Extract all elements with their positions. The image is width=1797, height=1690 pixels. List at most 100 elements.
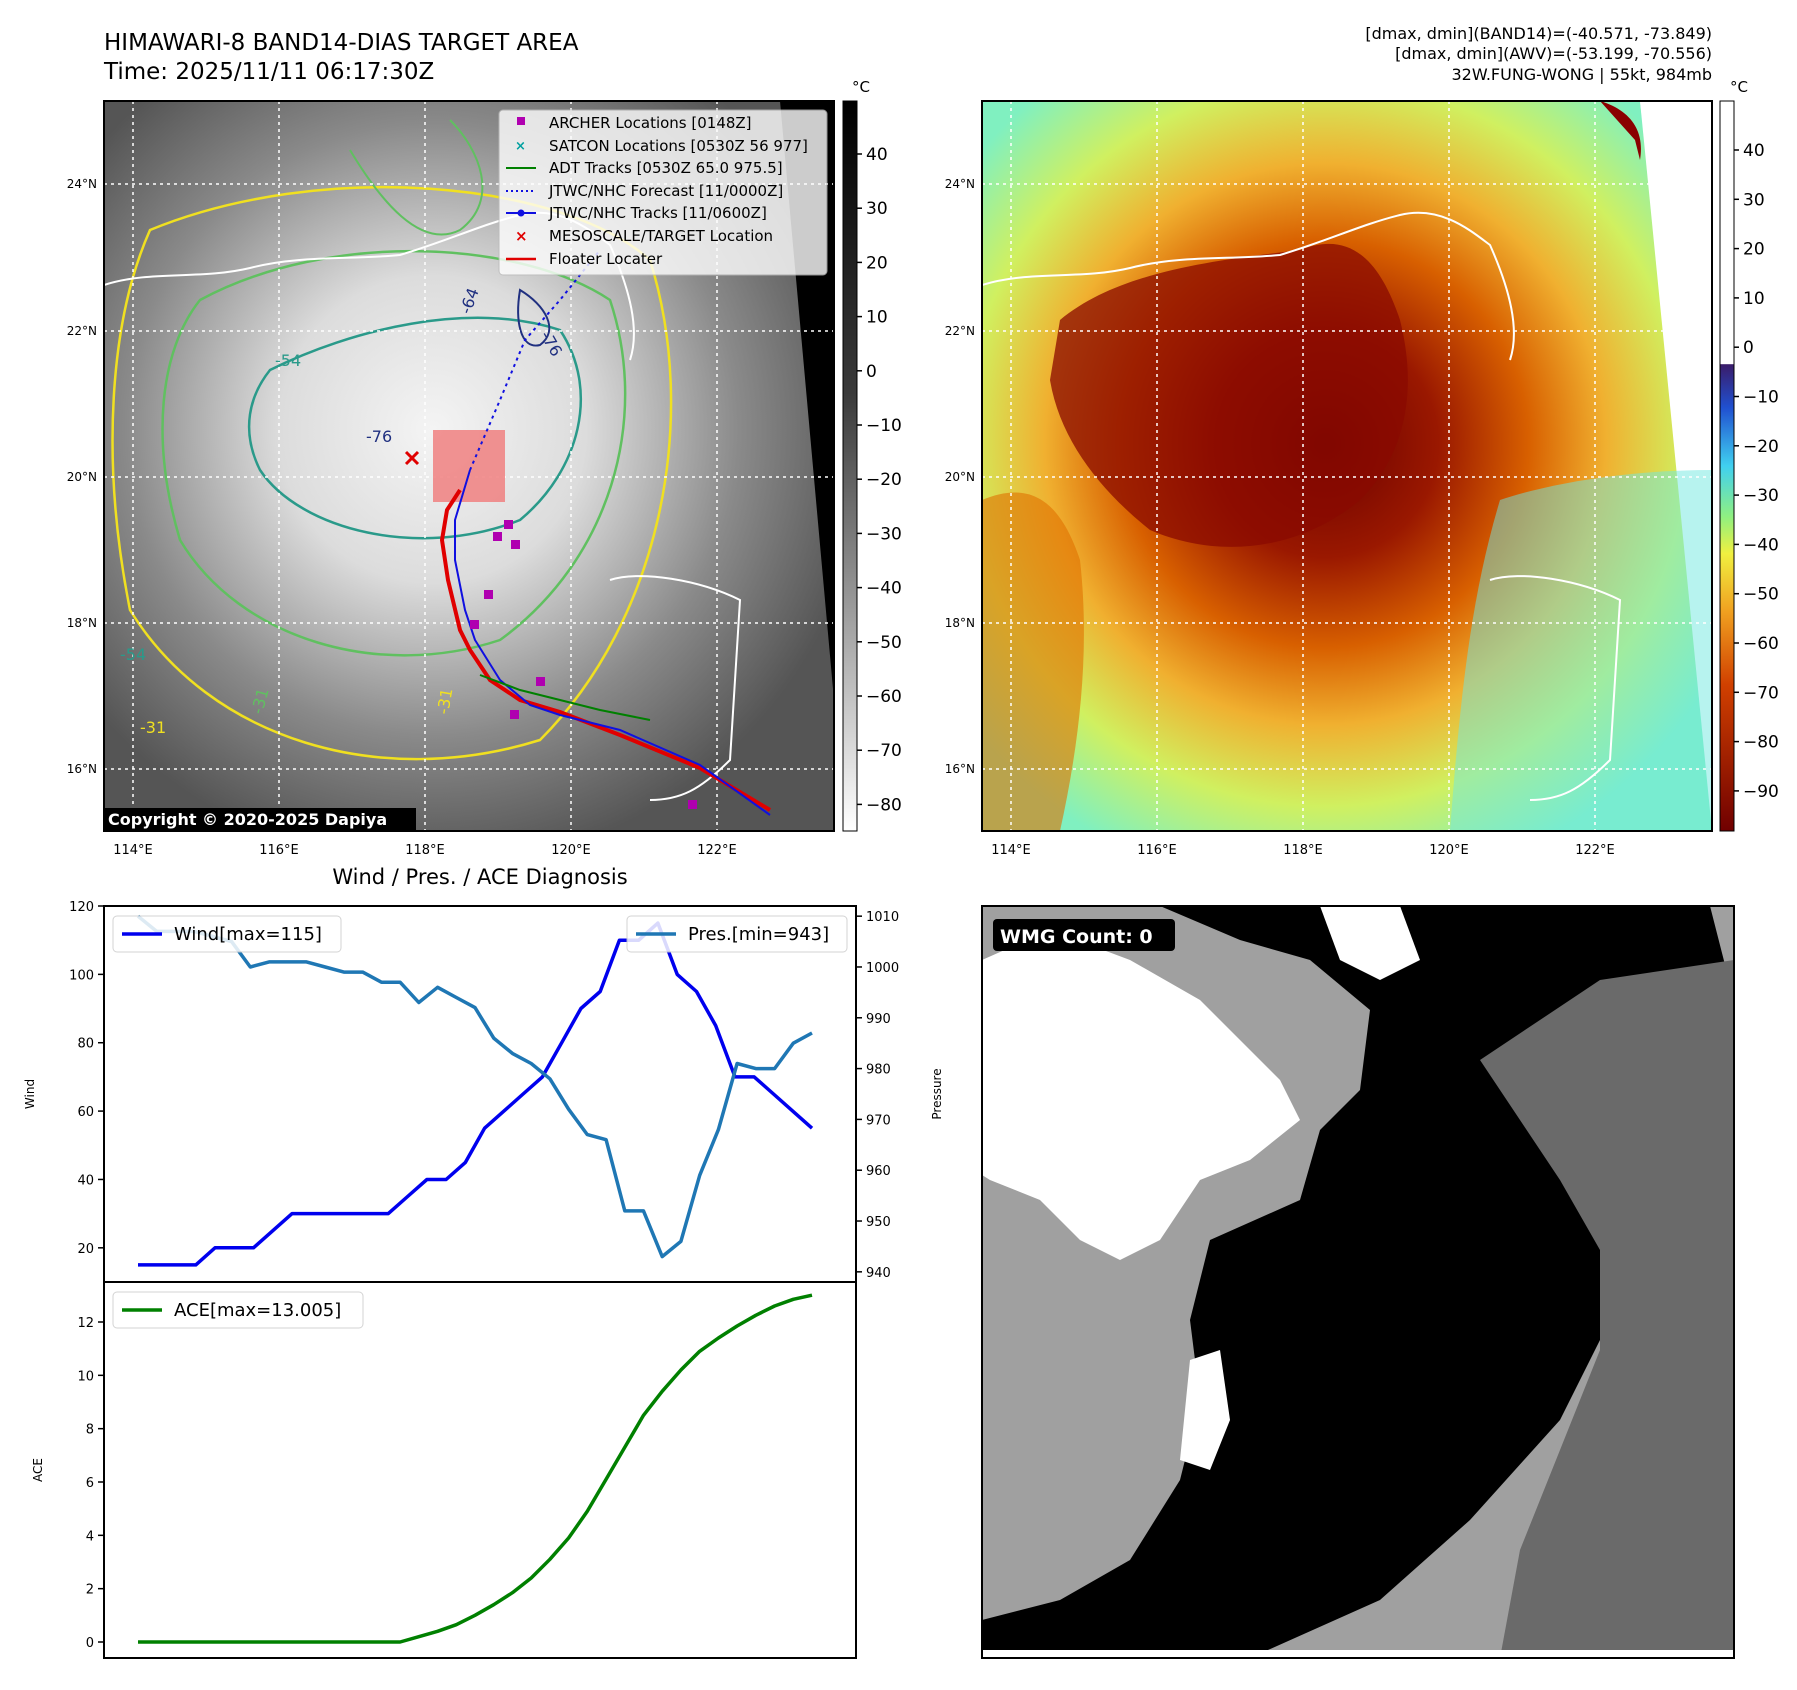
wind-axis-label: Wind bbox=[23, 1079, 37, 1109]
pressure-tick-label: 1010 bbox=[866, 910, 899, 925]
contour-label: -54 bbox=[120, 645, 146, 664]
wind-series-line bbox=[138, 921, 814, 1267]
wind-tick-label: 20 bbox=[77, 1242, 94, 1257]
colorbar-tick-label: −30 bbox=[1743, 486, 1779, 506]
colorbar-tick-label: 0 bbox=[1743, 338, 1754, 358]
lat-tick: 18°N bbox=[67, 616, 97, 630]
legend-target-marker: × bbox=[515, 227, 528, 245]
lat-tick: 24°N bbox=[67, 177, 97, 191]
colorbar-tick-label: 20 bbox=[866, 253, 888, 273]
colorbar-tick-label: 30 bbox=[866, 199, 888, 219]
lat-tick: 22°N bbox=[945, 324, 975, 338]
ace-series-line bbox=[138, 1293, 813, 1644]
colorbar-tick-label: −60 bbox=[866, 687, 902, 707]
lat-tick: 22°N bbox=[67, 324, 97, 338]
colorbar-tick-label: −80 bbox=[1743, 733, 1779, 753]
colorbar-tick-label: 40 bbox=[866, 145, 888, 165]
colorbar-tick-label: −20 bbox=[866, 470, 902, 490]
pressure-tick-label: 950 bbox=[866, 1215, 891, 1230]
wind-tick-label: 80 bbox=[77, 1037, 94, 1052]
lon-tick: 120°E bbox=[551, 843, 591, 858]
lat-tick: 20°N bbox=[67, 470, 97, 484]
wind-tick-label: 40 bbox=[77, 1173, 94, 1188]
pressure-legend: Pres.[min=943] bbox=[688, 924, 829, 945]
lat-tick: 20°N bbox=[945, 470, 975, 484]
colorbar-tick-label: 30 bbox=[1743, 190, 1765, 210]
lat-tick: 16°N bbox=[67, 762, 97, 776]
colorbar-tick-label: −60 bbox=[1743, 634, 1779, 654]
legend-tracks: JTWC/NHC Tracks [11/0600Z] bbox=[548, 204, 767, 222]
colorbar-unit: °C bbox=[1730, 78, 1748, 96]
wind-tick-label: 60 bbox=[77, 1105, 94, 1120]
stats-awv: [dmax, dmin](AWV)=(-53.199, -70.556) bbox=[1395, 44, 1712, 63]
awv-colorbar: °C 40 30 20 10 0 −10 −20 −30 −40 −50 −60 −70 −80 −90 bbox=[1719, 78, 1779, 832]
colorbar-tick-label: −50 bbox=[1743, 585, 1779, 605]
floater-box bbox=[433, 430, 505, 502]
ace-tick-label: 10 bbox=[77, 1369, 94, 1384]
contour-label: -31 bbox=[140, 718, 166, 737]
legend-archer-marker bbox=[517, 117, 525, 125]
lat-tick: 16°N bbox=[945, 762, 975, 776]
band14-colorbar: °C 40 30 20 10 0 −10 −20 −30 −40 −50 −60 −70 −80 bbox=[842, 78, 902, 832]
legend-archer: ARCHER Locations [0148Z] bbox=[549, 114, 752, 132]
ace-tick-label: 4 bbox=[86, 1529, 94, 1544]
awv-map-panel: 24°N 22°N 20°N 18°N 16°N 114°E 116°E 118… bbox=[945, 100, 1713, 858]
colorbar-tick-label: −50 bbox=[866, 633, 902, 653]
legend-adt: ADT Tracks [0530Z 65.0 975.5] bbox=[549, 159, 783, 177]
lon-tick: 118°E bbox=[1283, 843, 1323, 858]
colorbar-tick-label: −10 bbox=[1743, 388, 1779, 408]
pressure-tick-label: 940 bbox=[866, 1266, 891, 1281]
wmg-panel: WMG Count: 0 bbox=[981, 905, 1735, 1659]
legend-forecast: JTWC/NHC Forecast [11/0000Z] bbox=[548, 182, 783, 200]
colorbar-tick-label: −20 bbox=[1743, 437, 1779, 457]
ace-legend: ACE[max=13.005] bbox=[174, 1300, 341, 1321]
contour-label: -54 bbox=[275, 351, 301, 370]
colorbar-unit: °C bbox=[852, 78, 870, 96]
legend-target: MESOSCALE/TARGET Location bbox=[549, 227, 773, 245]
colorbar-tick-label: −70 bbox=[1743, 683, 1779, 703]
ace-tick-label: 2 bbox=[86, 1583, 94, 1598]
ace-tick-label: 0 bbox=[86, 1636, 94, 1651]
ace-tick-label: 6 bbox=[86, 1476, 94, 1491]
lon-tick: 116°E bbox=[259, 843, 299, 858]
colorbar-tick-label: −30 bbox=[866, 524, 902, 544]
figure-title: HIMAWARI-8 BAND14-DIAS TARGET AREA bbox=[104, 30, 579, 56]
legend-floater: Floater Locater bbox=[549, 250, 663, 268]
colorbar-tick-label: 20 bbox=[1743, 240, 1765, 260]
contour-label: -76 bbox=[366, 427, 392, 446]
colorbar-tick-label: −10 bbox=[866, 416, 902, 436]
pressure-tick-label: 990 bbox=[866, 1012, 891, 1027]
lon-tick: 122°E bbox=[697, 843, 737, 858]
colorbar-tick-label: −80 bbox=[866, 795, 902, 815]
lon-tick: 118°E bbox=[405, 843, 445, 858]
wind-pressure-chart: Wind Pressure 20 40 60 80 100 120 940 950 960 970… bbox=[23, 900, 944, 1283]
map-legend: ARCHER Locations [0148Z] × SATCON Locati… bbox=[498, 109, 828, 276]
wind-legend: Wind[max=115] bbox=[174, 924, 322, 945]
lon-tick: 122°E bbox=[1575, 843, 1615, 858]
ace-tick-label: 8 bbox=[86, 1423, 94, 1438]
pressure-series-line bbox=[136, 914, 813, 1259]
ace-axis-label: ACE bbox=[31, 1458, 45, 1482]
figure-time: Time: 2025/11/11 06:17:30Z bbox=[103, 59, 434, 85]
lon-tick: 114°E bbox=[113, 843, 153, 858]
colorbar-tick-label: −90 bbox=[1743, 782, 1779, 802]
colorbar-tick-label: −70 bbox=[866, 741, 902, 761]
ir-map-panel: -64 -76 -54 -31 -31 -76 -54 -31 Copyrigh… bbox=[67, 100, 835, 858]
pressure-tick-label: 980 bbox=[866, 1063, 891, 1078]
colorbar-tick-label: 40 bbox=[1743, 141, 1765, 161]
legend-satcon: SATCON Locations [0530Z 56 977] bbox=[549, 137, 808, 155]
pressure-tick-label: 960 bbox=[866, 1164, 891, 1179]
storm-info: 32W.FUNG-WONG | 55kt, 984mb bbox=[1451, 65, 1712, 84]
colorbar-tick-label: −40 bbox=[1743, 535, 1779, 555]
ace-tick-label: 12 bbox=[77, 1316, 94, 1331]
lon-tick: 116°E bbox=[1137, 843, 1177, 858]
colorbar-tick-label: 0 bbox=[866, 362, 877, 382]
ace-chart: ACE 0 2 4 6 8 10 12 ACE[max=13.005] bbox=[31, 1281, 857, 1659]
colorbar-tick-label: −40 bbox=[866, 579, 902, 599]
stats-band14: [dmax, dmin](BAND14)=(-40.571, -73.849) bbox=[1365, 24, 1712, 43]
lat-tick: 18°N bbox=[945, 616, 975, 630]
colorbar-tick-label: 10 bbox=[1743, 289, 1765, 309]
pressure-tick-label: 1000 bbox=[866, 961, 899, 976]
wind-tick-label: 100 bbox=[69, 968, 94, 983]
